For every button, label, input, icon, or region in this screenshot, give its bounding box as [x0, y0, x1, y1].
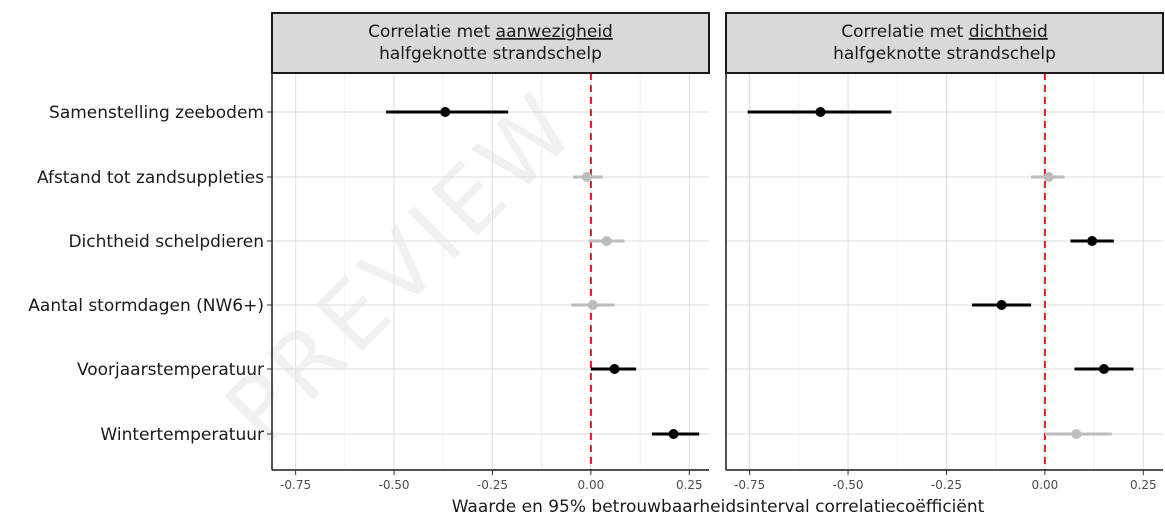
panels-group: -0.75 -0.50 -0.25 0.00 0.25 Correlatie met aa…	[271, 12, 1164, 492]
x-axis-title: Waarde en 95% betrouwbaarheidsinterval c…	[452, 497, 985, 517]
estimate-point	[1043, 172, 1054, 182]
panel-title-prefix: Correlatie met	[841, 22, 969, 42]
x-tick-label: -0.75	[734, 478, 765, 492]
estimate-point	[601, 236, 612, 246]
panel-title-line2: halfgeknotte strandschelp	[833, 44, 1056, 64]
x-tick-label: 0.25	[1130, 478, 1157, 492]
estimate-point	[1098, 364, 1109, 374]
x-tick-label: 0.25	[676, 478, 703, 492]
estimate-point	[581, 172, 592, 182]
estimate-point	[587, 300, 598, 310]
y-category-label: Afstand tot zandsuppleties	[37, 168, 264, 188]
x-tick-label: -0.50	[379, 478, 410, 492]
estimate-point	[1071, 429, 1082, 439]
panel-title-prefix: Correlatie met	[368, 22, 496, 42]
panel-strip-header	[725, 12, 1164, 74]
panel-title-underlined: dichtheid	[969, 22, 1048, 42]
panel-title-underlined: aanwezigheid	[496, 22, 613, 42]
estimate-point	[440, 107, 451, 117]
panel-strip-header	[271, 12, 710, 74]
y-axis-labels: Samenstelling zeebodem Afstand tot zandsu…	[28, 103, 272, 445]
y-category-label: Wintertemperatuur	[100, 425, 264, 445]
estimate-point	[1087, 236, 1098, 246]
y-category-label: Samenstelling zeebodem	[49, 103, 264, 123]
y-category-label: Aantal stormdagen (NW6+)	[28, 296, 264, 316]
estimate-point	[668, 429, 679, 439]
estimate-point	[609, 364, 620, 374]
panel-2: -0.75 -0.50 -0.25 0.00 0.25 Correlatie met di…	[725, 12, 1164, 492]
x-tick-label: -0.25	[931, 478, 962, 492]
estimate-point	[996, 300, 1007, 310]
estimate-point	[815, 107, 826, 117]
y-category-label: Dichtheid schelpdieren	[68, 232, 264, 252]
panel-title-line1: Correlatie met dichtheid	[841, 22, 1048, 42]
x-tick-label: -0.25	[477, 478, 508, 492]
panel-1: -0.75 -0.50 -0.25 0.00 0.25 Correlatie met aa…	[271, 12, 710, 492]
panel-title-line2: halfgeknotte strandschelp	[379, 44, 602, 64]
x-tick-label: 0.00	[578, 478, 605, 492]
x-tick-label: 0.00	[1032, 478, 1059, 492]
x-tick-label: -0.50	[833, 478, 864, 492]
panel-title-line1: Correlatie met aanwezigheid	[368, 22, 613, 42]
x-tick-label: -0.75	[280, 478, 311, 492]
y-category-label: Voorjaarstemperatuur	[77, 360, 264, 380]
preview-watermark: PREVIEW	[206, 72, 598, 464]
